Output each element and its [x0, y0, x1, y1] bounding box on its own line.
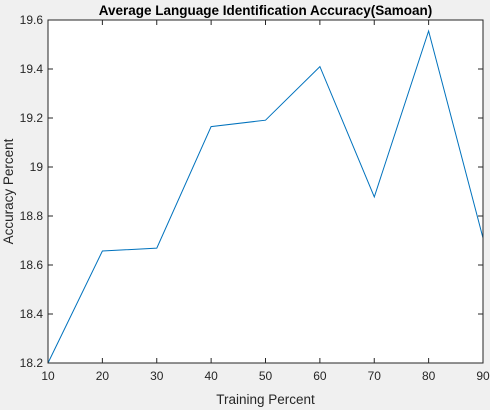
x-tick-label: 80: [422, 369, 436, 383]
y-tick-label: 19.2: [20, 111, 44, 125]
y-tick-label: 18.4: [20, 307, 44, 321]
x-tick-label: 30: [150, 369, 164, 383]
x-tick-label: 20: [96, 369, 110, 383]
x-tick-label: 40: [204, 369, 218, 383]
x-tick-label: 90: [476, 369, 490, 383]
y-axis-label: Accuracy Percent: [1, 138, 16, 244]
ticks: 10 20 30 40 50 60 70 80 90 18.2 18.4 18.6 18.8 19 19.2…: [20, 13, 490, 383]
x-tick-label: 10: [41, 369, 55, 383]
x-axis-label: Training Percent: [216, 392, 315, 407]
x-tick-label: 60: [313, 369, 327, 383]
y-tick-label: 18.8: [20, 209, 44, 223]
y-tick-label: 19.4: [20, 62, 44, 76]
y-tick-label: 18.6: [20, 258, 44, 272]
y-tick-label: 18.2: [20, 356, 44, 370]
chart-title: Average Language Identification Accuracy…: [99, 3, 433, 18]
x-tick-label: 70: [368, 369, 382, 383]
plot-area: [48, 20, 483, 363]
axes-box: [47, 19, 484, 364]
x-tick-label: 50: [259, 369, 273, 383]
series-line: [47, 29, 484, 364]
y-tick-label: 19: [30, 160, 44, 174]
y-tick-label: 19.6: [20, 13, 44, 27]
